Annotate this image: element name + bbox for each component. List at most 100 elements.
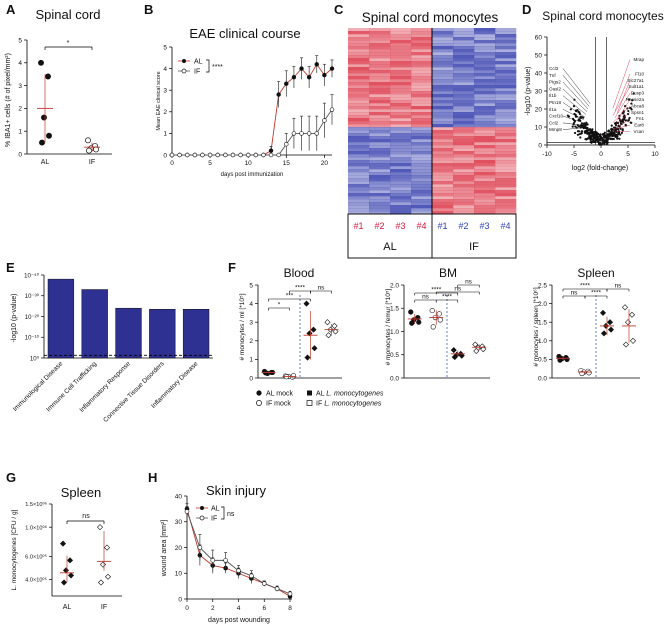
panel-f-spleen-point xyxy=(600,330,608,337)
volcano-point xyxy=(628,116,631,120)
heatmap-cell xyxy=(411,157,433,161)
panel-h: H Skin injury 0 10 20 30 40 0 2 4 6 8 wound area … xyxy=(148,470,293,624)
heatmap-cell xyxy=(390,34,412,38)
heatmap-cell xyxy=(369,193,391,197)
panel-f-blood-point xyxy=(303,300,310,307)
heatmap-cell xyxy=(495,88,517,92)
panel-b-point-al xyxy=(291,75,297,80)
panel-e-category-label: Connective Tissue Disorders xyxy=(102,360,166,424)
heatmap-cell xyxy=(369,70,391,74)
panel-b-x-tick-label: 20 xyxy=(321,160,329,167)
heatmap-cell xyxy=(432,118,454,122)
panel-b-y-tick-label: 4 xyxy=(163,66,167,73)
heatmap-cell xyxy=(390,205,412,209)
volcano-point xyxy=(623,118,626,121)
panel-e-ticks: 10⁰ 10⁻¹⁰ 10⁻²⁰ 10⁻³⁰ 10⁻⁴⁰ xyxy=(24,272,44,362)
heatmap-cell xyxy=(453,97,475,101)
heatmap-cell xyxy=(348,178,370,182)
heatmap-cell xyxy=(411,133,433,137)
panel-letter-a: A xyxy=(6,2,16,17)
heatmap-cell xyxy=(474,166,496,170)
panel-a-y-ticks: 0 1 2 3 4 5 xyxy=(18,37,27,158)
legend-if-lm: IF L. monocytogenes xyxy=(316,401,382,408)
panel-b-point-if xyxy=(276,152,281,158)
volcano-point xyxy=(631,99,634,102)
heatmap-cell xyxy=(474,112,496,116)
heatmap-cell xyxy=(432,91,454,95)
heatmap-cell xyxy=(390,91,412,95)
heatmap-cell xyxy=(474,79,496,83)
heatmap-cell xyxy=(453,205,475,209)
heatmap-cell xyxy=(390,109,412,113)
panel-f-bm-point xyxy=(450,347,457,354)
heatmap-cell xyxy=(390,118,412,122)
panel-h-legend-al: AL xyxy=(211,506,220,513)
volcano-point xyxy=(611,133,614,136)
panel-g: G Spleen 4.0×10⁰⁵ 6.0×10⁰⁵ 1.0×10⁰⁶ 1.5×10⁰… xyxy=(6,470,122,611)
heatmap-cell xyxy=(474,169,496,173)
panel-g-y-tick-label: 6.0×10⁰⁵ xyxy=(25,553,47,560)
heatmap-cell xyxy=(390,106,412,110)
heatmap-cell xyxy=(495,160,517,164)
heatmap-cell xyxy=(348,175,370,179)
panel-g-point xyxy=(103,544,111,551)
panel-a-y-tick-label: 4 xyxy=(18,60,22,67)
volcano-point xyxy=(595,132,598,135)
heatmap-cell xyxy=(348,190,370,194)
heatmap-cell xyxy=(348,166,370,170)
panel-b-point-if xyxy=(215,152,220,158)
heatmap-cell xyxy=(495,43,517,47)
panel-f-bm-point xyxy=(429,307,435,314)
panel-e: E 10⁰ 10⁻¹⁰ 10⁻²⁰ 10⁻³⁰ 10⁻⁴⁰ -log10 (p-valu… xyxy=(6,260,213,424)
heatmap-cell xyxy=(432,55,454,59)
heatmap-cell xyxy=(495,61,517,65)
heatmap-cell xyxy=(495,184,517,188)
panel-h-x-tick-label: 4 xyxy=(237,605,241,612)
heatmap-cell xyxy=(369,139,391,143)
heatmap-cell xyxy=(348,154,370,158)
panel-f-blood-y-label: # monocytes / ml [*10⁵] xyxy=(239,293,246,360)
heatmap-cell xyxy=(369,190,391,194)
panel-c-group-if: IF xyxy=(469,241,479,253)
panel-d-annotation-right-pointer xyxy=(617,99,631,121)
heatmap-cell xyxy=(495,208,517,212)
panel-g-points xyxy=(59,524,112,586)
panel-g-ticks: 4.0×10⁰⁵ 6.0×10⁰⁵ 1.0×10⁰⁶ 1.5×10⁰⁶ xyxy=(25,501,52,584)
heatmap-cell xyxy=(369,184,391,188)
panel-f-bm-significance: **** xyxy=(431,287,442,294)
heatmap-cell xyxy=(411,184,433,188)
panel-f-spleen-y-label: # monocytes / spleen [*10⁶] xyxy=(533,287,540,366)
panel-f-spleen-point xyxy=(564,356,570,363)
panel-b-legend-al-marker xyxy=(182,59,186,63)
heatmap-cell xyxy=(348,157,370,161)
panel-b-y-tick-label: 2 xyxy=(163,109,167,116)
panel-c-title: Spinal cord monocytes xyxy=(362,10,499,25)
panel-d-annotation-right: Slc27a1 xyxy=(627,78,644,83)
heatmap-cell xyxy=(432,127,454,131)
panel-h-point-if xyxy=(236,568,241,573)
heatmap-cell xyxy=(411,94,433,98)
panel-d-annotation-left: Tnf xyxy=(549,73,556,78)
heatmap-cell xyxy=(495,139,517,143)
panel-d-annotation-right-pointer xyxy=(612,105,631,123)
heatmap-cell xyxy=(369,181,391,185)
heatmap-cell xyxy=(369,106,391,110)
panel-f-spleen-point xyxy=(629,337,637,344)
heatmap-cell xyxy=(411,181,433,185)
heatmap-cell xyxy=(495,157,517,161)
panel-f-bm-point xyxy=(480,346,487,353)
heatmap-cell xyxy=(432,178,454,182)
heatmap-cell xyxy=(453,67,475,71)
panel-d-y-tick-label: 0 xyxy=(538,142,542,149)
heatmap-cell xyxy=(411,106,433,110)
panel-a-point xyxy=(45,73,51,80)
heatmap-cell xyxy=(348,199,370,203)
volcano-point xyxy=(571,125,574,128)
heatmap-cell xyxy=(495,52,517,56)
heatmap-cell xyxy=(474,151,496,155)
panel-f-blood-y-tick-label: 4 xyxy=(249,301,253,308)
heatmap-cell xyxy=(474,193,496,197)
volcano-point xyxy=(580,130,583,133)
heatmap-cell xyxy=(432,172,454,176)
